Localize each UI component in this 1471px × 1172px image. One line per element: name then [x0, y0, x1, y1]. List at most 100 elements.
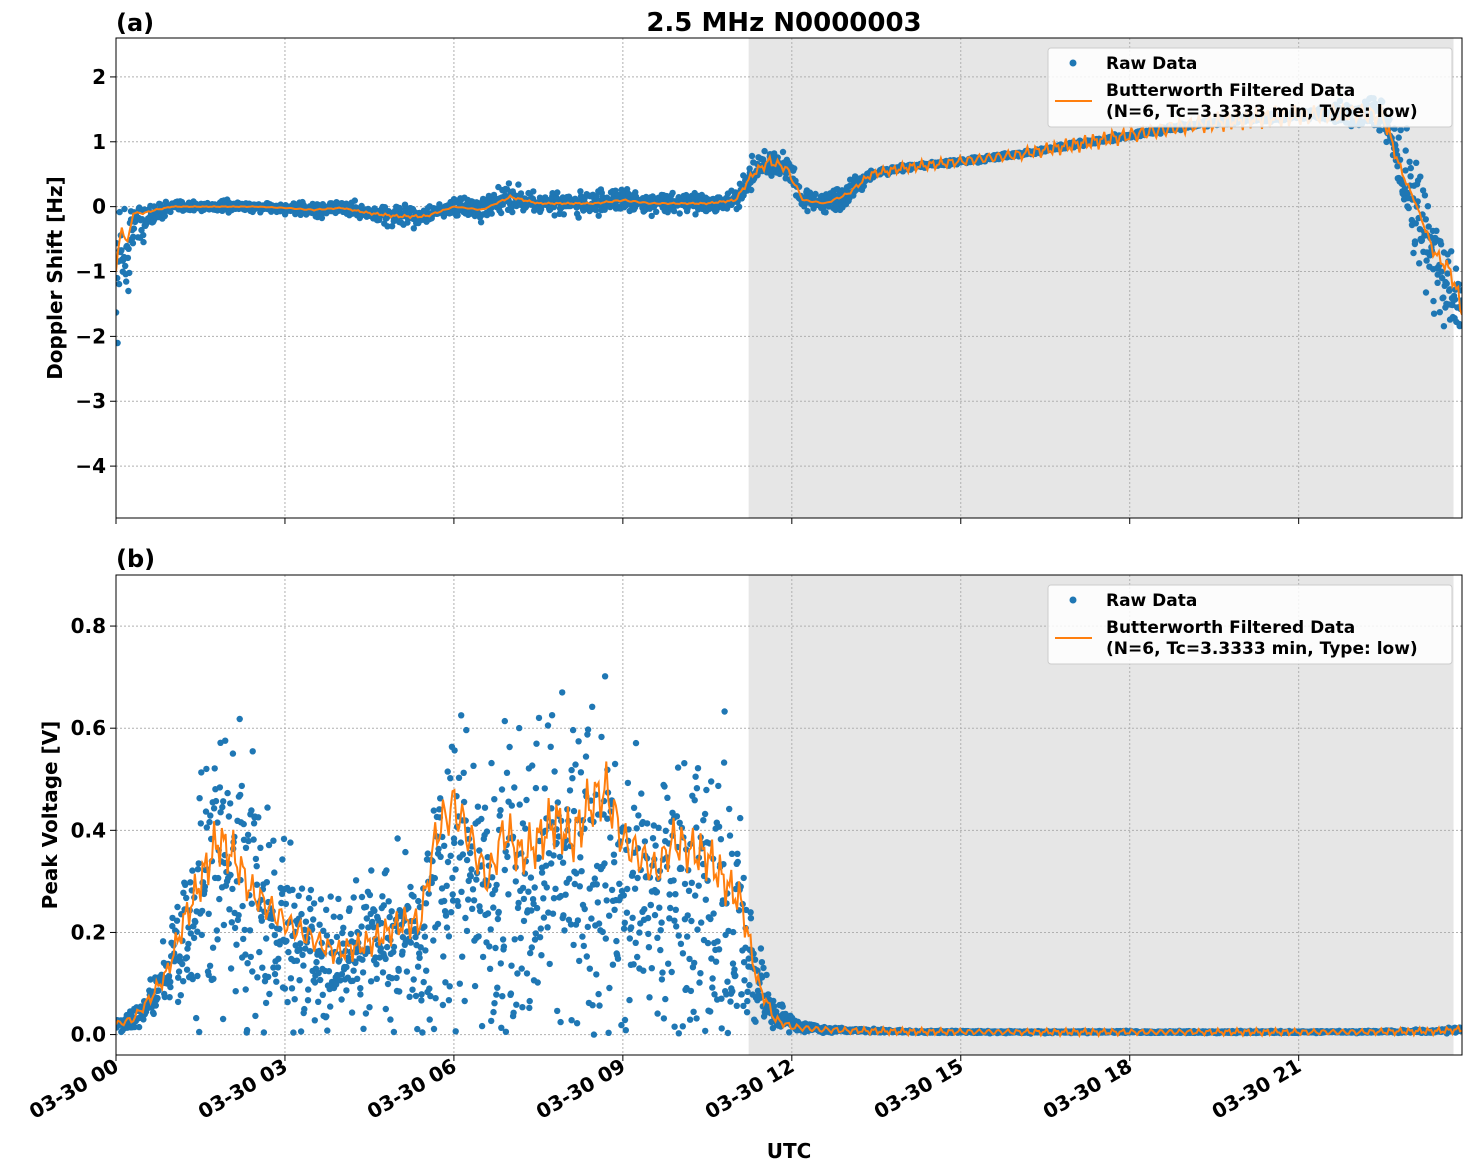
- raw-data-point: [664, 794, 671, 801]
- raw-data-point: [611, 859, 618, 866]
- raw-data-point: [167, 978, 174, 985]
- raw-data-point: [255, 814, 262, 821]
- raw-data-point: [666, 891, 673, 898]
- raw-data-point: [219, 803, 226, 811]
- raw-data-point: [610, 851, 618, 858]
- raw-data-point: [1455, 281, 1462, 288]
- raw-data-point: [1444, 270, 1451, 277]
- raw-data-point: [708, 955, 715, 962]
- raw-data-point: [557, 1018, 564, 1026]
- raw-data-point: [416, 954, 423, 961]
- raw-data-point: [641, 838, 649, 845]
- raw-data-point: [658, 976, 666, 983]
- raw-data-point: [325, 968, 333, 975]
- raw-data-point: [526, 1004, 533, 1012]
- raw-data-point: [677, 940, 685, 947]
- raw-data-point: [678, 865, 685, 872]
- raw-data-point: [770, 1003, 778, 1010]
- raw-data-point: [116, 309, 120, 316]
- raw-data-point: [152, 1002, 159, 1009]
- raw-data-point: [122, 262, 129, 270]
- raw-data-point: [651, 911, 659, 919]
- raw-data-point: [118, 247, 125, 254]
- raw-data-point: [728, 850, 736, 857]
- raw-data-point: [715, 782, 722, 790]
- raw-data-point: [396, 988, 403, 995]
- raw-data-point: [469, 886, 477, 893]
- raw-data-point: [183, 954, 191, 961]
- raw-data-point: [1394, 163, 1401, 170]
- raw-data-point: [1438, 268, 1445, 275]
- raw-data-point: [430, 1025, 438, 1033]
- raw-data-point: [782, 170, 790, 177]
- raw-data-point: [748, 186, 755, 194]
- raw-data-point: [517, 190, 525, 197]
- raw-data-point: [227, 800, 234, 807]
- raw-data-point: [182, 881, 189, 888]
- raw-data-point: [447, 775, 454, 782]
- raw-data-point: [718, 1025, 725, 1032]
- raw-data-point: [523, 796, 530, 804]
- raw-data-point: [359, 969, 367, 976]
- raw-data-point: [741, 977, 748, 984]
- raw-data-point: [140, 1016, 147, 1023]
- raw-data-point: [449, 874, 456, 882]
- raw-data-point: [476, 903, 483, 910]
- raw-data-point: [562, 891, 569, 898]
- raw-data-point: [384, 223, 391, 230]
- raw-data-point: [235, 912, 242, 919]
- raw-data-point: [443, 882, 450, 889]
- raw-data-point: [496, 812, 503, 819]
- raw-data-point: [710, 910, 717, 917]
- raw-data-point: [626, 935, 633, 942]
- raw-data-point: [744, 988, 751, 995]
- raw-data-point: [508, 802, 515, 809]
- raw-data-point: [240, 935, 247, 943]
- raw-data-point: [293, 957, 301, 964]
- raw-data-point: [570, 807, 578, 815]
- raw-data-point: [720, 759, 728, 766]
- raw-data-point: [550, 852, 557, 859]
- raw-data-point: [264, 804, 271, 811]
- raw-data-point: [552, 885, 559, 892]
- raw-data-point: [765, 991, 772, 998]
- raw-data-point: [697, 970, 704, 977]
- raw-data-point: [406, 993, 413, 1000]
- raw-data-point: [534, 979, 541, 986]
- raw-data-point: [459, 851, 467, 858]
- raw-data-point: [690, 1008, 697, 1015]
- raw-data-point: [667, 904, 674, 912]
- raw-data-point: [686, 955, 693, 963]
- raw-data-point: [284, 998, 291, 1006]
- raw-data-point: [514, 904, 522, 912]
- raw-data-point: [655, 824, 662, 831]
- raw-data-point: [225, 813, 233, 820]
- raw-data-point: [210, 975, 217, 982]
- raw-data-point: [535, 714, 543, 722]
- raw-data-point: [374, 915, 382, 923]
- raw-data-point: [714, 938, 721, 945]
- raw-data-point: [593, 971, 600, 978]
- raw-data-point: [554, 189, 561, 196]
- raw-data-point: [441, 842, 448, 849]
- raw-data-point: [442, 912, 450, 919]
- raw-data-point: [497, 960, 504, 967]
- raw-data-point: [613, 937, 620, 945]
- raw-data-point: [239, 902, 246, 910]
- raw-data-point: [709, 984, 716, 991]
- raw-data-point: [579, 933, 586, 940]
- raw-data-point: [554, 799, 561, 806]
- raw-data-point: [388, 975, 396, 982]
- raw-data-point: [662, 995, 669, 1003]
- raw-data-point: [183, 966, 191, 973]
- raw-data-point: [531, 884, 538, 891]
- raw-data-point: [173, 917, 181, 924]
- raw-data-point: [491, 886, 499, 893]
- raw-data-point: [541, 785, 548, 792]
- raw-data-point: [252, 1012, 259, 1020]
- raw-data-point: [1395, 134, 1402, 141]
- raw-data-point: [658, 919, 665, 926]
- raw-data-point: [167, 983, 174, 991]
- raw-data-point: [176, 953, 183, 960]
- raw-data-point: [357, 991, 364, 998]
